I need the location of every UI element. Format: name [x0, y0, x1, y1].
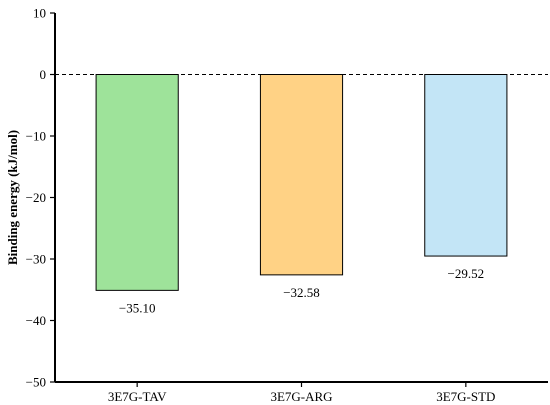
bar-3e7g-tav — [95, 74, 179, 291]
data-label: −29.52 — [448, 266, 485, 281]
x-tick-label: 3E7G-ARG — [270, 389, 332, 404]
bar-3e7g-std — [424, 74, 508, 257]
plot-area: −35.10 −32.58 −29.52 — [55, 74, 548, 315]
x-tick-label: 3E7G-TAV — [108, 389, 167, 404]
bar-3e7g-arg — [259, 74, 344, 276]
y-tick-label: 0 — [40, 67, 47, 82]
x-tick-label: 3E7G-STD — [436, 389, 495, 404]
y-axis-label: Binding energy (kJ/mol) — [5, 130, 20, 265]
y-tick-label: −10 — [26, 129, 46, 144]
y-axis: 10 0 −10 −20 −30 −40 −50 — [26, 6, 56, 390]
x-axis: 3E7G-TAV 3E7G-ARG 3E7G-STD — [55, 381, 548, 404]
y-tick-label: −40 — [26, 313, 46, 328]
y-tick-label: −20 — [26, 190, 46, 205]
data-label: −35.10 — [119, 300, 156, 315]
y-tick-label: −30 — [26, 252, 46, 267]
y-tick-label: 10 — [33, 6, 46, 21]
y-tick-label: −50 — [26, 375, 46, 390]
data-label: −32.58 — [283, 285, 320, 300]
